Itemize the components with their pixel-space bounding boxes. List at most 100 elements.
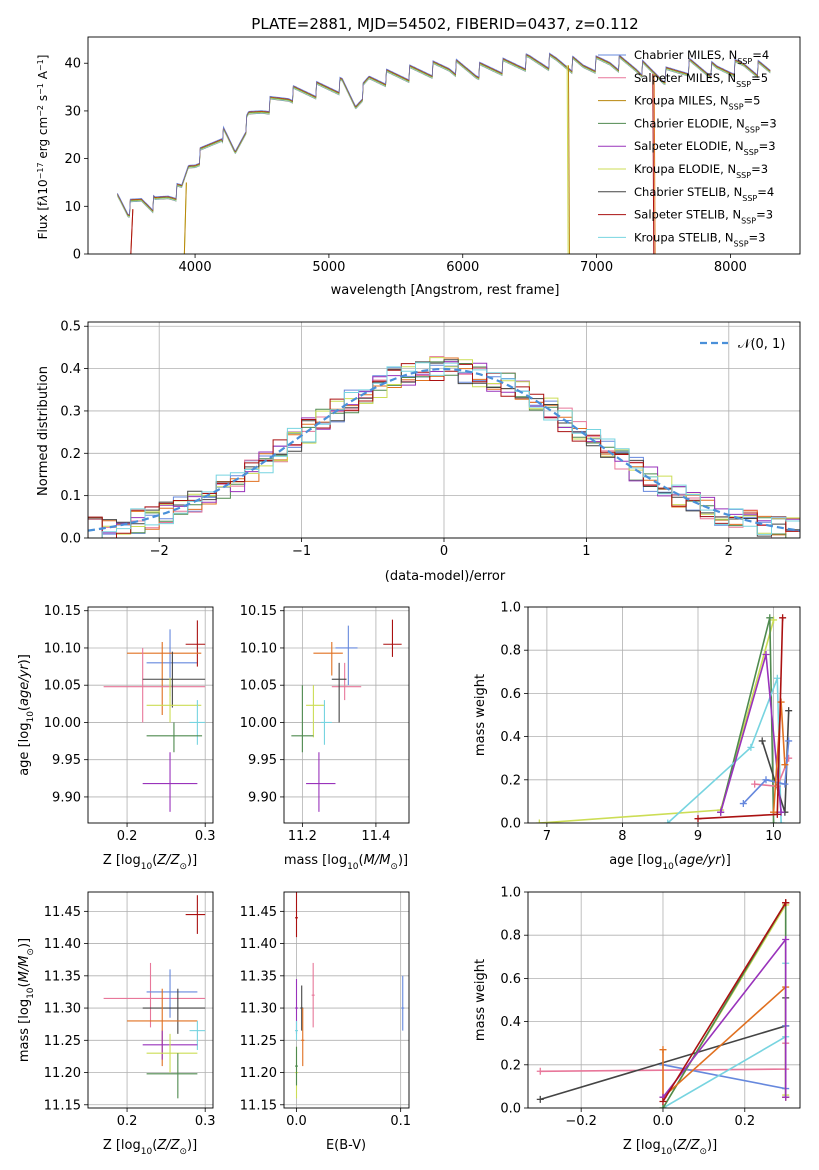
mass-weight-marker	[785, 737, 793, 745]
mass_weight_vs_age-frame	[527, 606, 801, 824]
mass-weight-marker	[762, 776, 770, 784]
mass_vs_ebv-axes: 0.0 0.1 11.15 11.20 11.25 11.30 11.35 11.40 11.4…	[240, 892, 411, 1129]
residual-hists	[88, 356, 800, 538]
x-tick-label: −0.2	[565, 1114, 597, 1129]
x-tick-label: 6000	[446, 260, 479, 275]
y-tick-label: 10.15	[240, 604, 277, 619]
mass-weight-marker	[779, 614, 787, 622]
mass-weight-marker	[739, 800, 747, 808]
mass-weight-marker	[777, 819, 785, 823]
mass-weight-marker	[758, 737, 766, 745]
spectrum-frame	[87, 36, 801, 255]
mass_weight_vs_Z-axes: −0.2 0.0 0.2 0.0 0.2 0.4 0.6 0.8 1.0	[500, 886, 800, 1129]
mass-weight-line	[662, 902, 787, 1102]
mass-weight-marker	[773, 810, 781, 818]
x-tick-label: 11.2	[288, 829, 317, 844]
legend-rest: =3	[760, 116, 777, 130]
mass-weight-marker	[781, 761, 789, 769]
mass-weight-marker	[659, 1046, 667, 1054]
ageZ-ylabel: age [log10(age/yr)]	[17, 654, 36, 776]
y-tick-label: 0.8	[500, 929, 521, 944]
y-tick-label: 20	[64, 152, 81, 167]
y-tick-label: 9.95	[52, 753, 81, 768]
legend-label: Chabrier MILES, NSSP=4	[634, 48, 769, 66]
massZ-xlabel: Z [log10(Z/Z⊙)]	[103, 1138, 197, 1157]
mass-weight-marker	[782, 1093, 790, 1101]
x-tick-label: −1	[292, 544, 311, 559]
x-tick-label: 0	[440, 544, 448, 559]
mass-weight-marker	[766, 614, 774, 622]
y-tick-label: 11.15	[240, 1098, 277, 1113]
legend-rest: =3	[759, 139, 776, 153]
x-tick-label: 1	[582, 544, 590, 559]
spectrum-cutoff	[130, 209, 134, 254]
massZ-ylabel: mass [log10(M/M⊙)]	[17, 938, 36, 1062]
mass_weight_vs_Z-frame	[527, 891, 801, 1109]
y-tick-label: 9.90	[52, 790, 81, 805]
spectrum-xlabel: wavelength [Angstrom, rest frame]	[331, 283, 560, 298]
x-tick-label: 5000	[312, 260, 345, 275]
x-tick-label: 2	[725, 544, 733, 559]
mass-weight-marker	[781, 780, 789, 788]
mwZ-xlabel: Z [log10(Z/Z⊙)]	[623, 1138, 717, 1157]
y-tick-label: 10	[64, 200, 81, 215]
y-tick-label: 0	[73, 248, 81, 263]
y-tick-label: 0.8	[500, 644, 521, 659]
legend-rest: =5	[744, 94, 761, 108]
residual-legend: 𝒩(0, 1)	[700, 337, 785, 352]
mass_vs_Z-points	[103, 895, 206, 1099]
age_vs_mass-frame	[283, 606, 410, 824]
residuals-ylabel: Normed distribution	[36, 366, 51, 496]
x-tick-label: 0.3	[195, 1114, 216, 1129]
normal-curve	[88, 367, 800, 532]
y-tick-label: 1.0	[500, 886, 521, 901]
mass-weight-marker	[535, 819, 543, 823]
y-tick-label: 11.30	[240, 1002, 277, 1017]
y-tick-label: 11.15	[44, 1098, 81, 1113]
x-tick-label: 8	[618, 829, 626, 844]
legend-label: Salpeter MILES, NSSP=5	[634, 71, 768, 89]
x-tick-label: 0.2	[734, 1114, 755, 1129]
spectrum-cutoff	[652, 73, 655, 254]
spectrum-cutoff	[567, 65, 570, 254]
y-tick-label: 1.0	[500, 601, 521, 616]
mass-weight-marker	[694, 815, 702, 823]
mass-weight-marker	[785, 707, 793, 715]
mass-weight-marker	[785, 754, 793, 762]
y-tick-label: 9.90	[248, 790, 277, 805]
y-tick-label: 0.4	[500, 1015, 521, 1030]
legend-label: Salpeter STELIB, NSSP=3	[634, 208, 773, 226]
y-tick-label: 0.5	[60, 320, 81, 335]
mass_vs_ebv-points	[295, 892, 405, 1099]
legend-sub: SSP	[734, 239, 749, 248]
mass_vs_ebv-frame	[283, 891, 410, 1109]
y-tick-label: 11.45	[240, 905, 277, 920]
mass-weight-line	[662, 963, 787, 1108]
mass-weight-marker	[773, 674, 781, 682]
legend-label: Chabrier STELIB, NSSP=4	[634, 185, 774, 203]
legend-label: Kroupa STELIB, NSSP=3	[634, 230, 765, 248]
y-tick-label: 11.30	[44, 1002, 81, 1017]
mwZ-ylabel: mass weight	[473, 959, 488, 1041]
ageZ-xlabel: Z [log10(Z/Z⊙)]	[103, 853, 197, 872]
y-tick-label: 11.40	[240, 937, 277, 952]
y-tick-label: 9.95	[248, 753, 277, 768]
mass-weight-marker	[536, 1095, 544, 1103]
mass_weight_vs_age-series	[535, 614, 793, 823]
x-tick-label: 0.1	[390, 1114, 411, 1129]
y-tick-label: 0.0	[60, 532, 81, 547]
age_vs_Z-axes: 0.2 0.3 9.90 9.95 10.00 10.05 10.10 10.15	[44, 604, 216, 844]
y-tick-label: 10.05	[240, 679, 277, 694]
mass-weight-line	[662, 937, 787, 1098]
y-tick-label: 0.0	[500, 817, 521, 832]
y-tick-label: 0.4	[500, 730, 521, 745]
legend-sub: SSP	[736, 79, 751, 88]
y-tick-label: 30	[64, 104, 81, 119]
x-tick-label: 10	[765, 829, 782, 844]
x-tick-label: −2	[150, 544, 169, 559]
mass-weight-marker	[747, 743, 755, 751]
legend-sub: SSP	[742, 193, 757, 202]
legend-sub: SSP	[745, 125, 760, 134]
mass-weight-marker	[782, 899, 790, 907]
